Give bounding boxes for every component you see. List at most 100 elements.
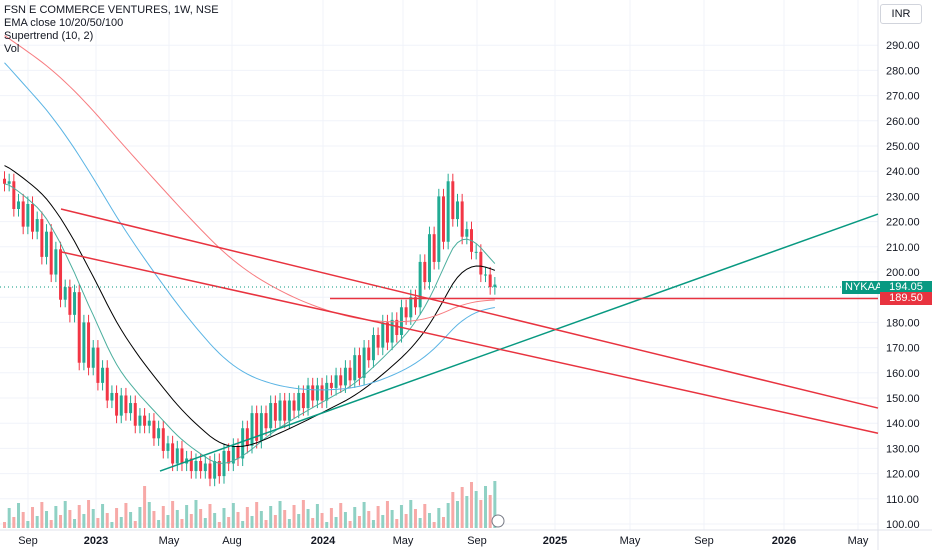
volume-bar: [49, 520, 53, 528]
candle-body: [278, 400, 282, 421]
candle-body: [479, 251, 483, 275]
candle-body: [395, 319, 399, 335]
candle-body: [287, 400, 291, 421]
volume-bar: [40, 502, 44, 528]
volume-bar: [208, 504, 212, 528]
candle-body: [241, 428, 245, 459]
candle-body: [325, 382, 329, 401]
candle-body: [451, 181, 455, 220]
candle-body: [320, 385, 324, 401]
volume-bar: [348, 521, 352, 528]
volume-bar: [31, 507, 35, 528]
volume-bar: [203, 518, 207, 528]
candle-body: [259, 413, 263, 441]
volume-bar: [222, 508, 226, 528]
y-tick-label: 280.00: [886, 65, 920, 77]
candle-body: [87, 322, 91, 368]
volume-bar: [409, 500, 413, 528]
volume-bar: [385, 501, 389, 528]
candle-body: [413, 297, 417, 308]
candle-body: [484, 274, 488, 276]
x-tick-label: Sep: [18, 535, 38, 547]
currency-button[interactable]: INR: [880, 4, 922, 24]
x-tick-label: Aug: [222, 535, 242, 547]
y-tick-label: 230.00: [886, 191, 920, 203]
candle-body: [208, 463, 212, 479]
volume-bar: [376, 506, 380, 528]
candle-body: [175, 448, 179, 464]
volume-bar: [329, 508, 333, 528]
y-tick-label: 150.00: [886, 393, 920, 405]
ema-50-line: [4, 62, 495, 391]
volume-bar: [166, 515, 170, 528]
volume-bar: [119, 517, 123, 528]
volume-bar: [367, 511, 371, 528]
volume-bar: [152, 511, 156, 528]
ema-20-line: [4, 165, 496, 448]
volume-bar: [334, 517, 338, 528]
candle-body: [404, 307, 408, 318]
volume-bar: [185, 505, 189, 528]
candle-body: [292, 400, 296, 411]
candle-body: [3, 178, 6, 184]
volume-bar: [26, 521, 30, 528]
volume-bar: [105, 513, 109, 528]
volume-bar: [273, 515, 277, 528]
x-tick-label: 2026: [772, 535, 796, 547]
x-tick-label: May: [620, 535, 641, 547]
volume-bar: [250, 516, 254, 528]
y-tick-label: 210.00: [886, 242, 920, 254]
candle-body: [390, 319, 394, 343]
volume-bar: [236, 512, 240, 528]
candle-body: [110, 392, 114, 401]
candle-body: [7, 181, 11, 184]
volume-bar: [371, 520, 375, 528]
volume-bar: [129, 512, 133, 528]
level-price-tag: 189.50: [880, 292, 932, 305]
candle-body: [129, 403, 133, 414]
volume-bar: [325, 522, 329, 528]
x-tick-label: 2025: [543, 535, 567, 547]
volume-bar: [269, 506, 273, 528]
volume-bar: [59, 515, 63, 528]
candle-body: [119, 395, 123, 416]
volume-bar: [259, 511, 263, 528]
volume-bar: [138, 507, 142, 528]
x-tick-label: 2023: [84, 535, 108, 547]
candle-body: [493, 284, 497, 288]
candle-body: [217, 461, 221, 477]
last-price-tag: 194.05: [880, 281, 932, 294]
candle-body: [339, 375, 343, 386]
volume-bar: [381, 515, 385, 528]
candle-body: [306, 385, 310, 409]
volume-bar: [315, 504, 319, 528]
candle-body: [437, 196, 441, 262]
candle-body: [245, 428, 249, 446]
y-tick-label: 180.00: [886, 317, 920, 329]
y-tick-label: 250.00: [886, 141, 920, 153]
volume-bar: [21, 512, 25, 528]
volume-bar: [68, 510, 72, 528]
candle-body: [357, 355, 361, 378]
y-tick-label: 170.00: [886, 343, 920, 355]
ema-10-line: [4, 183, 496, 464]
candle-body: [124, 395, 128, 414]
volume-bar: [460, 487, 464, 528]
candle-body: [147, 420, 151, 426]
candle-body: [264, 413, 268, 429]
volume-bar: [217, 522, 221, 528]
volume-bar: [7, 508, 11, 528]
volume-bar: [45, 511, 49, 528]
volume-bar: [287, 519, 291, 528]
volume-bar: [446, 503, 450, 528]
candle-body: [385, 322, 389, 343]
volume-bar: [54, 506, 58, 528]
candle-body: [59, 249, 63, 300]
volume-bar: [87, 500, 91, 528]
candle-body: [446, 181, 450, 242]
candle-body: [423, 261, 427, 283]
candle-body: [49, 231, 53, 275]
volume-bar: [474, 491, 478, 528]
candle-body: [26, 203, 30, 227]
